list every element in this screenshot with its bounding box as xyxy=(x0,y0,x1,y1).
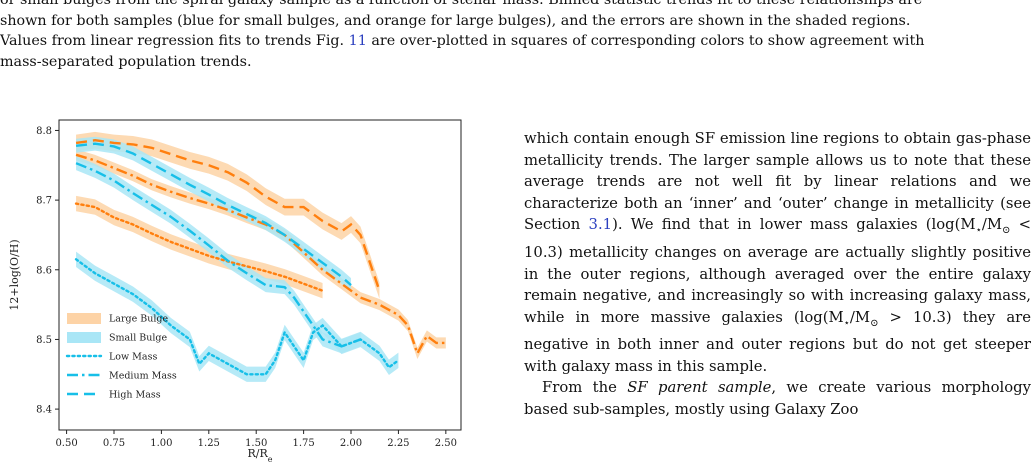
y-tick-label: 8.6 xyxy=(36,265,52,276)
paragraph-text: > 10.3) they are negative in both inner … xyxy=(524,308,1031,375)
legend-label: High Mass xyxy=(109,390,161,401)
small-bulge-low-mass-trend-line xyxy=(74,258,400,376)
x-tick-label: 2.50 xyxy=(435,438,457,449)
small-bulge-medium-mass-error-band xyxy=(76,156,361,354)
large-bulge-low-mass-trend-line xyxy=(74,202,324,292)
x-tick-label: 2.00 xyxy=(340,438,362,449)
x-tick-labels: 0.50 0.75 1.00 1.25 1.50 1.75 2.00 2.25 2.50 xyxy=(55,438,457,449)
large-bulge-high-mass-trend-line xyxy=(75,138,381,292)
caption-line: shown for both samples (blue for small b… xyxy=(0,12,911,29)
small-bulge-high-mass-trend-line xyxy=(75,142,352,287)
paragraph-text: , we create various morphology based sub… xyxy=(524,379,1031,419)
trend-lines xyxy=(74,138,446,376)
paragraph: which contain enough SF emission line re… xyxy=(524,130,1031,375)
paragraph-text: /M xyxy=(981,216,1002,234)
y-tick-labels: 8.4 8.5 8.6 8.7 8.8 xyxy=(36,126,52,416)
plot-frame xyxy=(58,119,462,431)
chart-legend: Large Bulge Small Bulge Low Mass Medium Mas… xyxy=(65,313,177,401)
small-bulge-medium-mass-trend-line xyxy=(75,162,361,348)
x-tick-label: 1.50 xyxy=(245,438,267,449)
axis-ticks xyxy=(55,129,447,434)
legend-swatch xyxy=(67,313,101,324)
paragraph-text: /M xyxy=(849,308,871,326)
caption-text: are over-plotted in squares of correspon… xyxy=(371,33,925,50)
y-tick-label: 8.5 xyxy=(36,335,52,346)
x-tick-label: 1.75 xyxy=(292,438,314,449)
y-tick-label: 8.4 xyxy=(36,405,52,416)
x-tick-label: 2.25 xyxy=(387,438,409,449)
figure-reference-link[interactable]: 11 xyxy=(348,33,367,50)
metallicity-profile-chart: 0.50 0.75 1.00 1.25 1.50 1.75 2.00 2.25 2.50 8.4… xyxy=(8,119,462,464)
legend-label: Small Bulge xyxy=(109,333,167,344)
emphasis-text: SF parent sample xyxy=(627,379,772,397)
caption-line: Values from linear regression fits to tr… xyxy=(0,31,1031,52)
x-tick-label: 0.50 xyxy=(55,438,77,449)
paragraph-text: ). We find that in lower mass galaxies (… xyxy=(612,216,976,234)
x-tick-label: 1.25 xyxy=(198,438,220,449)
legend-label: Low Mass xyxy=(109,352,157,363)
error-bands xyxy=(76,131,446,382)
x-axis-label: R/Re xyxy=(247,447,272,464)
y-axis-label: 12+log(O/H) xyxy=(8,239,21,310)
caption-line: mass-separated population trends. xyxy=(0,53,252,70)
paragraph-text: From the xyxy=(542,379,617,397)
x-tick-label: 0.75 xyxy=(103,438,125,449)
paragraph: From the SF parent sample, we create var… xyxy=(524,377,1031,420)
paragraph-text: which contain enough SF emission line re… xyxy=(524,130,1031,234)
y-tick-label: 8.8 xyxy=(36,126,52,137)
large-bulge-low-mass-error-band xyxy=(76,195,323,299)
body-text: which contain enough SF emission line re… xyxy=(524,128,1031,421)
paragraph-text: < 10.3) metallicity changes on average a… xyxy=(524,216,1031,326)
caption-line: or small bulges from the spiral galaxy s… xyxy=(0,0,923,8)
large-bulge-medium-mass-error-band xyxy=(76,149,446,359)
legend-label: Large Bulge xyxy=(109,314,168,325)
x-tick-label: 1.00 xyxy=(150,438,172,449)
y-tick-label: 8.7 xyxy=(36,196,52,207)
legend-label: Medium Mass xyxy=(109,371,177,382)
legend-swatch xyxy=(67,332,101,343)
section-reference-link[interactable]: 3.1 xyxy=(588,216,613,234)
caption-text: Values from linear regression fits to tr… xyxy=(0,33,345,50)
figure-caption: or small bulges from the spiral galaxy s… xyxy=(0,0,1031,72)
